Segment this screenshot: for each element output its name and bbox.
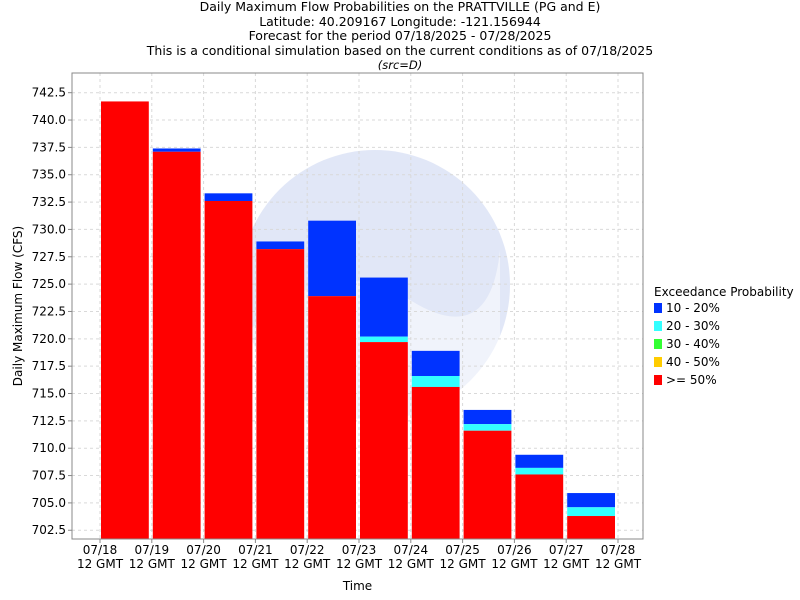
x-tick-label-date: 07/24 xyxy=(394,543,429,557)
y-axis: 702.5 705.0 707.5 710.0 712.5 715.0 717.5 720.0… xyxy=(32,86,72,537)
x-tick-label-time: 12 GMT xyxy=(181,557,228,571)
bar-segment-ge50 xyxy=(256,249,305,539)
y-tick-label: 742.5 xyxy=(32,86,66,100)
x-tick-label-time: 12 GMT xyxy=(440,557,487,571)
bars xyxy=(101,101,615,540)
chart-subtitle-period: Forecast for the period 07/18/2025 - 07/… xyxy=(248,28,552,44)
legend-label: 30 - 40% xyxy=(666,337,720,351)
y-tick-label: 730.0 xyxy=(32,222,66,236)
y-tick-label: 720.0 xyxy=(32,332,66,346)
x-tick-label-date: 07/19 xyxy=(135,543,170,557)
x-tick-label-time: 12 GMT xyxy=(129,557,176,571)
bar-segment-ge50 xyxy=(308,296,356,539)
bar-segment-10-20 xyxy=(152,148,201,152)
legend-label: 20 - 30% xyxy=(666,319,720,333)
bar-segment-20-30 xyxy=(411,376,460,387)
bar-segment-10-20 xyxy=(515,454,564,468)
x-tick-label-time: 12 GMT xyxy=(77,557,124,571)
bar-segment-10-20 xyxy=(308,220,356,297)
bar-segment-10-20 xyxy=(411,350,460,377)
legend-title: Exceedance Probability xyxy=(654,285,794,299)
x-tick-label-time: 12 GMT xyxy=(284,557,331,571)
y-tick-label: 740.0 xyxy=(32,113,66,127)
bar-segment-ge50 xyxy=(463,430,512,539)
bar-segment-ge50 xyxy=(204,200,253,540)
bar-segment-ge50 xyxy=(515,474,564,539)
x-tick-label-time: 12 GMT xyxy=(491,557,538,571)
y-axis-title: Daily Maximum Flow (CFS) xyxy=(11,226,25,386)
bar-segment-20-30 xyxy=(360,336,408,343)
legend-label: 40 - 50% xyxy=(666,355,720,369)
legend-swatch xyxy=(654,339,662,349)
bar-segment-ge50 xyxy=(360,342,408,539)
x-tick-label-date: 07/28 xyxy=(601,543,636,557)
x-tick-label-date: 07/25 xyxy=(445,543,480,557)
y-tick-label: 727.5 xyxy=(32,250,66,264)
x-tick-label-time: 12 GMT xyxy=(595,557,642,571)
x-tick-label-time: 12 GMT xyxy=(232,557,279,571)
bar-segment-10-20 xyxy=(567,493,615,508)
y-tick-label: 702.5 xyxy=(32,523,66,537)
y-tick-label: 717.5 xyxy=(32,359,66,373)
y-tick-label: 722.5 xyxy=(32,304,66,318)
legend: Exceedance Probability 10 - 20% 20 - 30% 3… xyxy=(654,285,794,387)
x-tick-label-date: 07/22 xyxy=(290,543,325,557)
bar-segment-10-20 xyxy=(463,409,512,425)
y-tick-label: 715.0 xyxy=(32,387,66,401)
bar-segment-20-30 xyxy=(463,424,512,431)
bar-segment-ge50 xyxy=(152,151,201,539)
bar-segment-ge50 xyxy=(567,516,615,539)
bar-segment-ge50 xyxy=(411,386,460,539)
y-tick-label: 707.5 xyxy=(32,469,66,483)
x-tick-label-date: 07/20 xyxy=(186,543,221,557)
x-tick-label-date: 07/23 xyxy=(342,543,377,557)
y-tick-label: 737.5 xyxy=(32,140,66,154)
chart-subtitle-conditions: This is a conditional simulation based o… xyxy=(146,42,654,58)
x-tick-label-date: 07/27 xyxy=(549,543,584,557)
x-tick-label-time: 12 GMT xyxy=(543,557,590,571)
chart-subtitle-location: Latitude: 40.209167 Longitude: -121.1569… xyxy=(259,13,541,29)
legend-label: >= 50% xyxy=(666,373,717,387)
legend-label: 10 - 20% xyxy=(666,301,720,315)
bar-segment-ge50 xyxy=(101,101,149,539)
plot-frame xyxy=(71,72,644,540)
bar-segment-20-30 xyxy=(567,507,615,517)
bar-segment-10-20 xyxy=(204,193,253,201)
chart-subtitle-source: (src=D) xyxy=(377,58,423,73)
chart-title: Daily Maximum Flow Probabilities on the … xyxy=(199,0,601,14)
bar-segment-10-20 xyxy=(360,277,408,337)
y-tick-label: 732.5 xyxy=(32,195,66,209)
legend-swatch xyxy=(654,375,662,385)
x-tick-label-date: 07/21 xyxy=(238,543,273,557)
x-tick-label-time: 12 GMT xyxy=(388,557,435,571)
y-tick-label: 705.0 xyxy=(32,496,66,510)
y-tick-label: 725.0 xyxy=(32,277,66,291)
legend-swatch xyxy=(654,321,662,331)
legend-swatch xyxy=(654,303,662,313)
x-tick-label-date: 07/18 xyxy=(83,543,118,557)
legend-swatch xyxy=(654,357,662,367)
x-tick-label-time: 12 GMT xyxy=(336,557,383,571)
y-tick-label: 710.0 xyxy=(32,441,66,455)
y-tick-label: 712.5 xyxy=(32,414,66,428)
chart-titles: Daily Maximum Flow Probabilities on the … xyxy=(0,0,800,73)
bar-segment-10-20 xyxy=(256,241,305,250)
bar-segment-20-30 xyxy=(515,467,564,475)
x-tick-label-date: 07/26 xyxy=(497,543,532,557)
y-tick-label: 735.0 xyxy=(32,168,66,182)
x-axis-title: Time xyxy=(342,579,372,593)
